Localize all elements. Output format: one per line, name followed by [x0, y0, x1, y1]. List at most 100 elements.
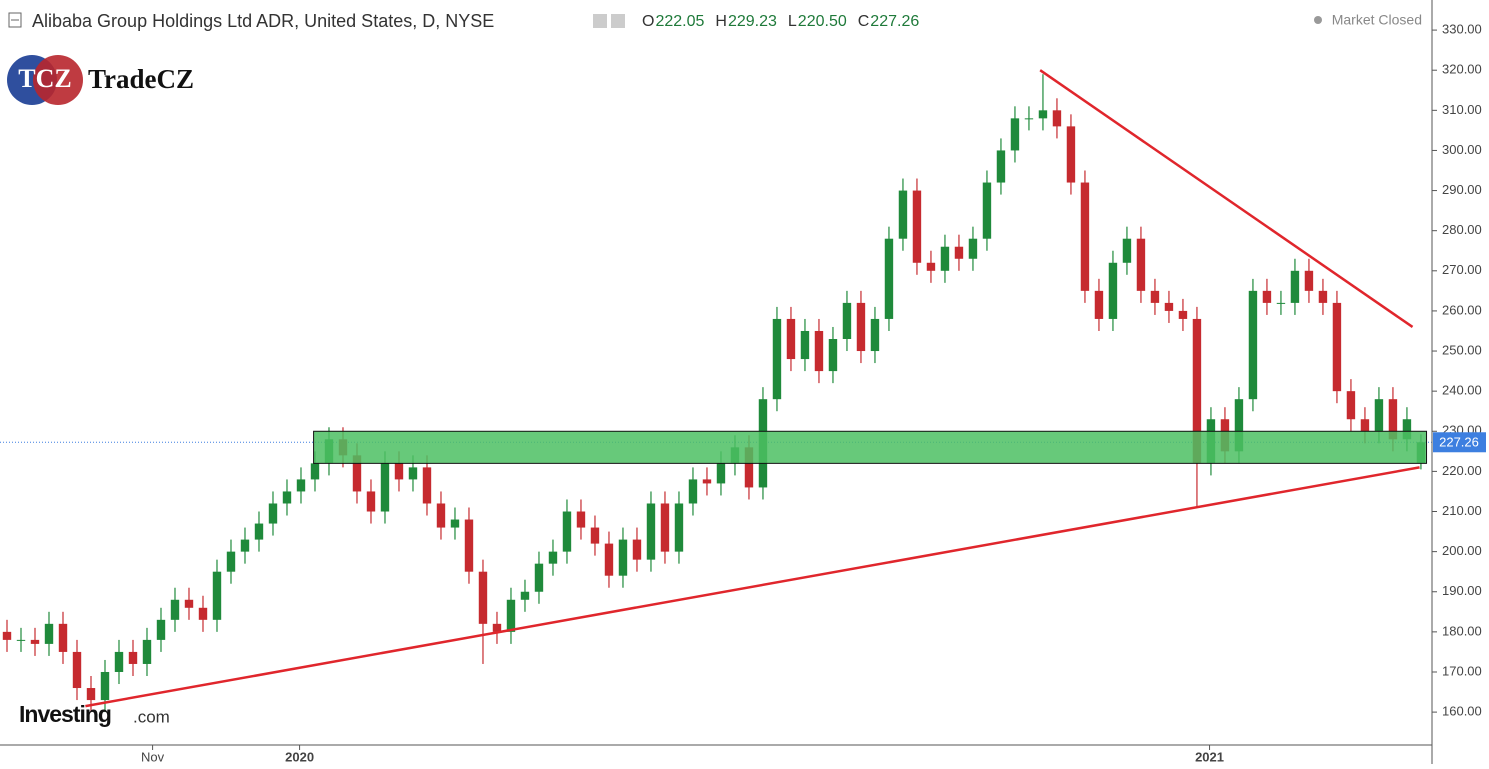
- y-tick-label: 310.00: [1442, 102, 1482, 117]
- candle-body: [142, 639, 152, 664]
- candle-body: [1234, 399, 1244, 452]
- last-price-badge: [1433, 432, 1486, 453]
- candle-body: [632, 539, 642, 560]
- candle-body: [436, 503, 446, 528]
- y-tick-label: 180.00: [1442, 623, 1482, 638]
- ohlc-label: O: [642, 13, 654, 30]
- logo-name: TradeCZ: [88, 64, 194, 94]
- candle-body: [86, 688, 96, 701]
- candle-body: [772, 318, 782, 400]
- candle-body: [856, 302, 866, 352]
- ohlc-label: H: [715, 13, 727, 30]
- candle-body: [1010, 118, 1020, 151]
- candle-body: [408, 467, 418, 480]
- candle-body: [520, 591, 530, 600]
- ohlc-value: 222.05: [655, 13, 704, 30]
- candle-body: [660, 503, 670, 552]
- candle-body: [226, 551, 236, 572]
- settings-icon[interactable]: [611, 14, 625, 28]
- trendline: [85, 466, 1420, 708]
- candle-body: [982, 182, 992, 239]
- candle-body: [1052, 110, 1062, 127]
- y-tick-label: 200.00: [1442, 543, 1482, 558]
- candle-body: [702, 479, 712, 484]
- candle-body: [744, 447, 754, 488]
- candle-body: [16, 639, 26, 641]
- candle-body: [450, 519, 460, 528]
- candle-body: [618, 539, 628, 576]
- x-tick-label: 2021: [1195, 749, 1224, 764]
- candle-body: [198, 607, 208, 620]
- ohlc-label: L: [788, 13, 797, 30]
- y-tick-label: 210.00: [1442, 503, 1482, 518]
- watermark-brand: Investing: [19, 701, 111, 727]
- candle-body: [492, 623, 502, 632]
- candle-body: [240, 539, 250, 552]
- candle-body: [282, 491, 292, 504]
- candle-body: [674, 503, 684, 552]
- candle-body: [1108, 262, 1118, 319]
- y-tick-label: 250.00: [1442, 342, 1482, 357]
- collapse-icon[interactable]: [8, 12, 22, 28]
- candle-body: [884, 238, 894, 319]
- x-tick-label: 2020: [285, 749, 314, 764]
- candle-body: [646, 503, 656, 560]
- ohlc-value: 229.23: [728, 13, 777, 30]
- candle-body: [1360, 419, 1370, 432]
- candle-body: [898, 190, 908, 239]
- trendline: [1039, 69, 1414, 328]
- candle-body: [1402, 419, 1412, 440]
- candle-body: [1136, 238, 1146, 291]
- plot-area: [0, 69, 1432, 713]
- candle-body: [1346, 391, 1356, 420]
- status-dot: [1314, 16, 1322, 24]
- candle-body: [996, 150, 1006, 183]
- eye-icon[interactable]: [593, 14, 607, 28]
- candle-body: [422, 467, 432, 504]
- y-tick-label: 170.00: [1442, 663, 1482, 678]
- candle-body: [1150, 290, 1160, 303]
- candle-body: [1388, 399, 1398, 440]
- candle-body: [940, 246, 950, 271]
- candle-body: [1276, 302, 1286, 304]
- candle-body: [268, 503, 278, 524]
- candle-body: [1164, 302, 1174, 311]
- last-price-label: 227.26: [1439, 435, 1479, 450]
- candle-body: [786, 318, 796, 360]
- candle-body: [128, 651, 138, 664]
- candle-body: [1304, 270, 1314, 291]
- candle-body: [1318, 290, 1328, 303]
- candle-body: [478, 571, 488, 624]
- candle-body: [800, 330, 810, 360]
- market-status: Market Closed: [1332, 12, 1422, 28]
- candle-body: [2, 631, 12, 640]
- candle-body: [58, 623, 68, 652]
- candle-body: [506, 599, 516, 632]
- candle-body: [254, 523, 264, 540]
- ohlc-readout: O 222.05 H 229.23 L 220.50 C 227.26: [642, 13, 919, 30]
- candle-body: [30, 639, 40, 644]
- candle-body: [170, 599, 180, 620]
- candle-body: [352, 455, 362, 492]
- candle-body: [1024, 118, 1034, 120]
- y-tick-label: 300.00: [1442, 142, 1482, 157]
- y-tick-label: 220.00: [1442, 463, 1482, 478]
- candle-body: [534, 563, 544, 592]
- candle-body: [366, 491, 376, 512]
- candle-body: [926, 262, 936, 271]
- support-zone: [313, 430, 1428, 464]
- candle-body: [1262, 290, 1272, 303]
- candle-body: [212, 571, 222, 620]
- candle-body: [576, 511, 586, 528]
- ohlc-value: 227.26: [870, 13, 919, 30]
- candle-body: [1290, 270, 1300, 303]
- candle-body: [380, 463, 390, 512]
- watermark-suffix: .com: [133, 707, 170, 726]
- y-tick-label: 270.00: [1442, 262, 1482, 277]
- candle-body: [1248, 290, 1258, 400]
- candle-body: [562, 511, 572, 552]
- candle-body: [954, 246, 964, 259]
- candle-body: [688, 479, 698, 504]
